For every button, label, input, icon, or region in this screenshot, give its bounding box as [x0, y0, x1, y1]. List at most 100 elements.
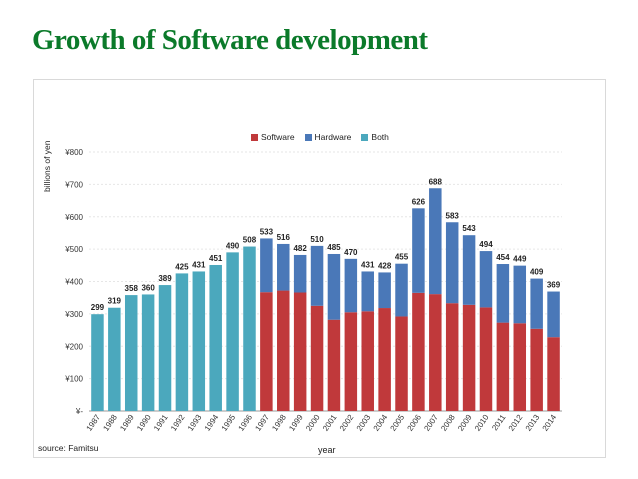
x-tick-label: 2008	[439, 413, 457, 433]
bar-segment-hardware	[395, 263, 408, 317]
bar-segment-hardware	[327, 253, 341, 320]
bar-segment-software	[412, 292, 425, 411]
bar-segment-hardware	[344, 258, 358, 313]
bar-segment-both	[192, 271, 206, 411]
data-label: 389	[158, 274, 172, 283]
bar-segment-hardware	[462, 235, 476, 305]
x-tick-label: 2003	[355, 413, 373, 433]
data-label: 583	[446, 211, 460, 220]
data-label: 428	[378, 261, 392, 270]
x-tick-label: 1993	[186, 413, 204, 433]
data-label: 369	[547, 281, 561, 290]
bar-segment-both	[124, 295, 138, 411]
x-tick-label: 1989	[118, 413, 136, 433]
y-tick-label: ¥-	[75, 407, 83, 416]
bar-segment-software	[378, 308, 391, 411]
y-tick-label: ¥300	[64, 310, 83, 319]
legend-swatch	[251, 133, 258, 141]
x-tick-label: 1994	[203, 413, 221, 433]
y-tick-label: ¥200	[64, 342, 83, 351]
data-label: 360	[141, 283, 155, 292]
data-label: 482	[293, 244, 307, 253]
data-label: 409	[530, 268, 544, 277]
y-tick-label: ¥800	[64, 148, 83, 157]
bar-segment-software	[310, 305, 324, 411]
legend-item: Hardware	[304, 132, 352, 142]
bar-segment-software	[445, 303, 459, 411]
legend-item: Both	[361, 132, 389, 142]
x-tick-label: 2009	[456, 413, 474, 433]
bar-segment-software	[395, 316, 408, 411]
x-tick-label: 2005	[389, 413, 407, 433]
bar-segment-hardware	[378, 272, 391, 309]
x-tick-label: 2002	[338, 413, 356, 433]
bar-segment-both	[209, 264, 222, 411]
data-label: 494	[479, 240, 493, 249]
bar-segment-software	[496, 322, 510, 411]
bar-segment-software	[479, 307, 493, 411]
bar-segment-software	[547, 337, 560, 411]
bar-segment-software	[260, 292, 273, 411]
x-tick-label: 1997	[253, 413, 271, 433]
bar-chart: ¥- ¥100 ¥200 ¥300 ¥400 ¥500 ¥600 ¥700 ¥800 299 198…	[64, 148, 562, 433]
bar-segment-software	[327, 319, 341, 411]
bar-segment-both	[243, 246, 256, 411]
bar-segment-hardware	[361, 271, 374, 312]
bar-segment-both	[91, 314, 104, 411]
data-label: 516	[277, 233, 291, 242]
data-label: 485	[327, 243, 341, 252]
y-tick-label: ¥500	[64, 245, 83, 254]
data-label: 508	[243, 236, 257, 245]
chart-frame: Software Hardware Both billions of yen ¥- ¥…	[33, 79, 606, 458]
legend-label: Hardware	[314, 132, 352, 142]
data-label: 449	[513, 255, 527, 264]
x-tick-label: 1995	[220, 413, 238, 433]
data-label: 299	[91, 303, 105, 312]
x-tick-label: 1998	[270, 413, 288, 433]
x-tick-label: 2004	[372, 413, 390, 433]
bar-segment-hardware	[310, 245, 324, 306]
data-label: 451	[209, 254, 223, 263]
x-tick-label: 1990	[135, 413, 153, 433]
x-tick-label: 1988	[101, 413, 119, 433]
data-label: 626	[412, 197, 426, 206]
x-tick-label: 2010	[473, 413, 491, 433]
bar-segment-both	[141, 294, 155, 411]
bar-segment-both	[226, 252, 239, 411]
bar-segment-hardware	[479, 251, 493, 308]
data-label: 470	[344, 248, 358, 257]
data-label: 533	[260, 227, 274, 236]
x-tick-label: 2013	[524, 413, 542, 433]
legend-swatch	[361, 133, 369, 141]
bar-segment-both	[175, 273, 189, 411]
x-tick-label: 1992	[169, 413, 187, 433]
legend-label: Software	[261, 132, 295, 142]
bar-segment-software	[293, 292, 307, 411]
data-label: 490	[226, 241, 240, 250]
bar-segment-both	[158, 285, 172, 411]
x-tick-label: 1999	[287, 413, 305, 433]
x-tick-label: 2014	[541, 413, 559, 433]
legend-item: Software	[251, 132, 295, 142]
bar-segment-software	[462, 304, 476, 411]
bar-segment-hardware	[429, 188, 442, 295]
data-label: 454	[496, 253, 510, 262]
data-label: 510	[310, 235, 324, 244]
x-tick-label: 1991	[152, 413, 170, 433]
slide-title: Growth of Software development	[32, 24, 428, 56]
source-note: source: Famitsu	[38, 443, 99, 453]
bar-segment-hardware	[277, 243, 290, 291]
x-tick-label: 2007	[422, 413, 440, 433]
x-axis-label: year	[318, 445, 336, 455]
x-tick-label: 1987	[85, 413, 103, 433]
bar-segment-software	[344, 312, 358, 411]
bar-segment-software	[277, 290, 290, 411]
data-label: 688	[429, 177, 443, 186]
data-label: 319	[108, 297, 122, 306]
data-label: 431	[361, 260, 375, 269]
data-label: 543	[462, 224, 476, 233]
bar-segment-software	[530, 328, 543, 411]
bar-segment-hardware	[412, 208, 425, 293]
legend-label: Both	[371, 132, 389, 142]
bar-segment-software	[429, 294, 442, 411]
